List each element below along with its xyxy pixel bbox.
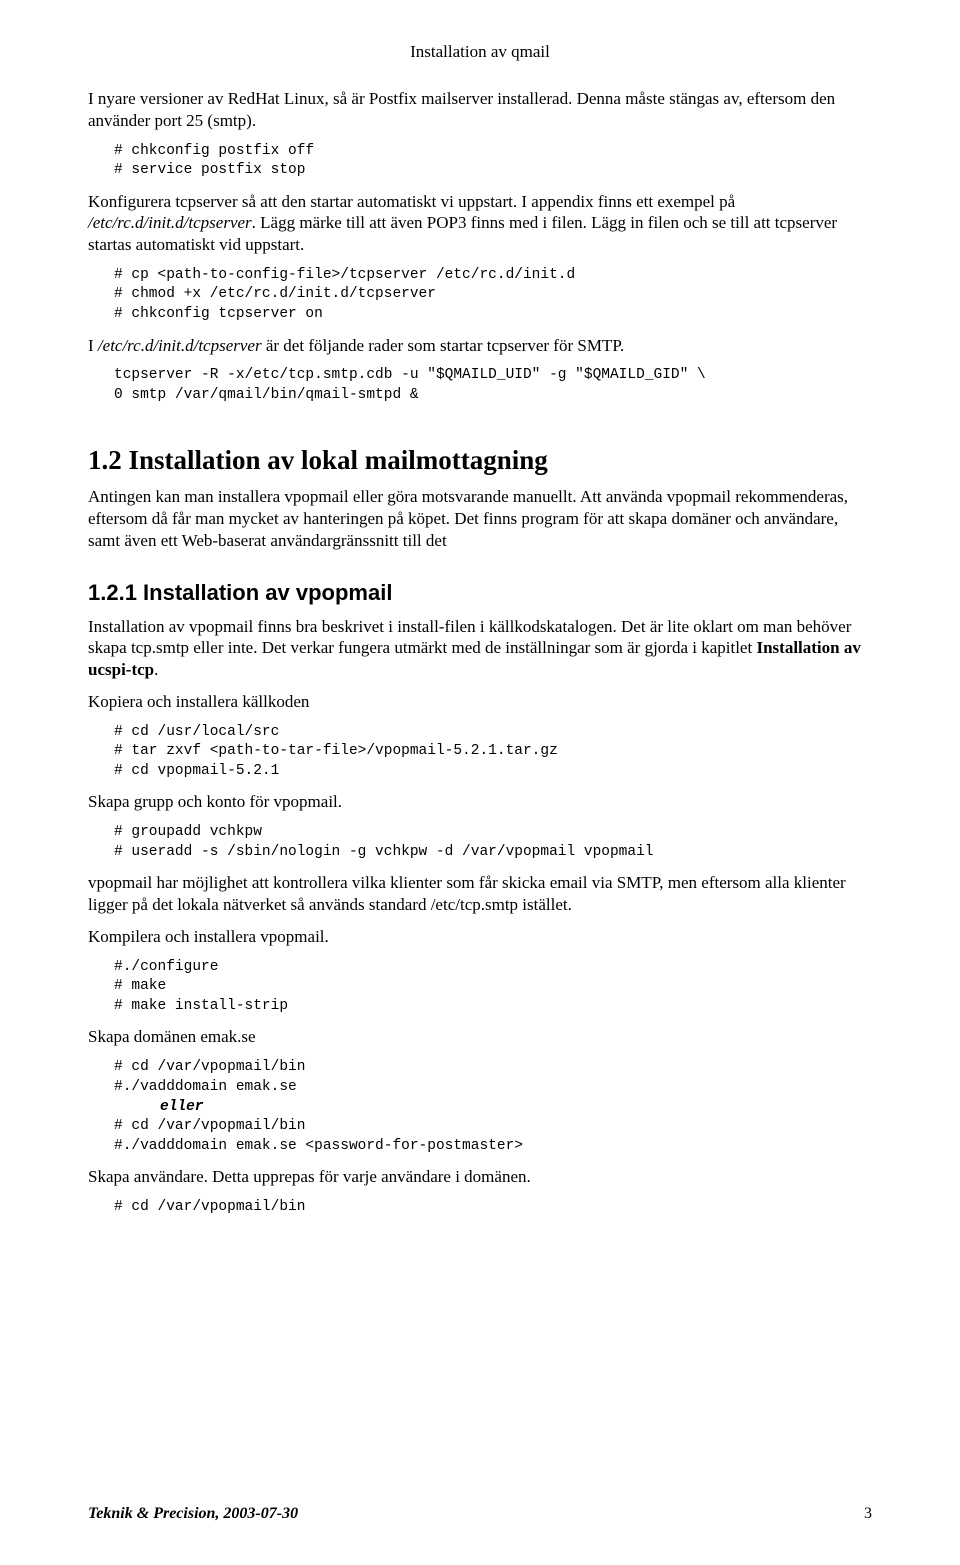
- heading-1-2: 1.2 Installation av lokal mailmottagning: [88, 445, 872, 476]
- p3-path: /etc/rc.d/init.d/tcpserver: [98, 336, 262, 355]
- paragraph-9: Kompilera och installera vpopmail.: [88, 926, 872, 948]
- p5-text-a: Installation av vpopmail finns bra beskr…: [88, 617, 851, 658]
- code-block-3: tcpserver -R -x/etc/tcp.smtp.cdb -u "$QM…: [114, 366, 872, 405]
- paragraph-10: Skapa domänen emak.se: [88, 1026, 872, 1048]
- paragraph-5: Installation av vpopmail finns bra beskr…: [88, 616, 872, 681]
- paragraph-3: I /etc/rc.d/init.d/tcpserver är det följ…: [88, 335, 872, 357]
- code-block-7b: # cd /var/vpopmail/bin #./vadddomain ema…: [114, 1117, 872, 1156]
- p5-text-c: .: [154, 660, 158, 679]
- code-block-6: #./configure # make # make install-strip: [114, 958, 872, 1017]
- code-block-7a: # cd /var/vpopmail/bin #./vadddomain ema…: [114, 1058, 872, 1097]
- p3-text-a: I: [88, 336, 98, 355]
- paragraph-1: I nyare versioner av RedHat Linux, så är…: [88, 88, 872, 132]
- heading-1-2-1: 1.2.1 Installation av vpopmail: [88, 580, 872, 606]
- paragraph-4: Antingen kan man installera vpopmail ell…: [88, 486, 872, 551]
- page-footer: Teknik & Precision, 2003-07-30 3: [88, 1505, 872, 1523]
- paragraph-7: Skapa grupp och konto för vpopmail.: [88, 791, 872, 813]
- code-block-2: # cp <path-to-config-file>/tcpserver /et…: [114, 266, 872, 325]
- paragraph-6: Kopiera och installera källkoden: [88, 691, 872, 713]
- footer-left: Teknik & Precision, 2003-07-30: [88, 1505, 298, 1523]
- p3-text-c: är det följande rader som startar tcpser…: [262, 336, 625, 355]
- paragraph-2: Konfigurera tcpserver så att den startar…: [88, 191, 872, 256]
- page-header-title: Installation av qmail: [88, 42, 872, 62]
- footer-page-number: 3: [864, 1505, 872, 1523]
- code-block-5: # groupadd vchkpw # useradd -s /sbin/nol…: [114, 823, 872, 862]
- paragraph-11: Skapa användare. Detta upprepas för varj…: [88, 1166, 872, 1188]
- eller-label: eller: [160, 1099, 872, 1115]
- p2-text-a: Konfigurera tcpserver så att den startar…: [88, 192, 735, 211]
- p2-path: /etc/rc.d/init.d/tcpserver: [88, 213, 252, 232]
- code-block-1: # chkconfig postfix off # service postfi…: [114, 142, 872, 181]
- code-block-4: # cd /usr/local/src # tar zxvf <path-to-…: [114, 723, 872, 782]
- paragraph-8: vpopmail har möjlighet att kontrollera v…: [88, 872, 872, 916]
- code-block-8: # cd /var/vpopmail/bin: [114, 1198, 872, 1218]
